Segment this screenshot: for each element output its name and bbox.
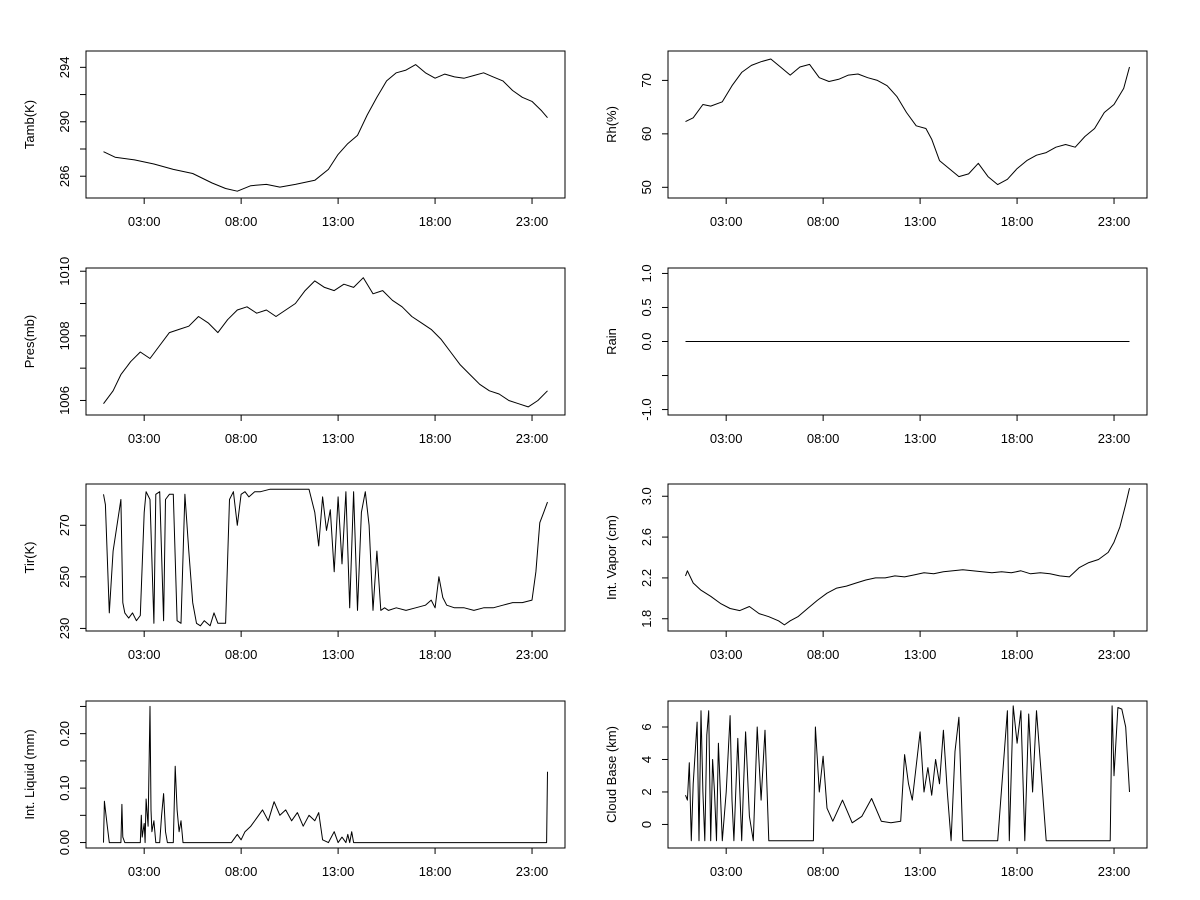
y-tick-label: 1.0 (639, 264, 654, 282)
y-tick-label: 0 (639, 821, 654, 828)
x-tick-label: 03:00 (128, 214, 161, 229)
y-tick-label: 1006 (57, 386, 72, 415)
chart-panel-4: 03:00 08:00 13:00 18:00 23:00 -1.0 0.0 0.5 1.0 Ra… (604, 264, 1148, 446)
y-axis-label: Rain (604, 328, 619, 355)
y-tick-label: 270 (57, 514, 72, 536)
x-tick-label: 18:00 (1001, 647, 1034, 662)
x-tick-label: 18:00 (419, 647, 452, 662)
x-tick-label: 03:00 (710, 647, 743, 662)
chart-panel-6: 03:00 08:00 13:00 18:00 23:00 1.8 2.2 2.6 3.0 Int… (604, 483, 1148, 662)
x-tick-label: 23:00 (516, 647, 549, 662)
y-axis-label: Int. Vapor (cm) (604, 515, 619, 600)
plot-frame (85, 267, 566, 416)
series-line-1 (103, 64, 548, 192)
x-tick-label: 23:00 (516, 431, 549, 446)
plot-frame (667, 483, 1148, 632)
x-tick-label: 13:00 (322, 431, 355, 446)
x-tick-label: 23:00 (516, 864, 549, 879)
y-tick-label: 6 (639, 723, 654, 730)
y-tick-label: 0.5 (639, 298, 654, 316)
x-tick-label: 08:00 (225, 431, 258, 446)
x-tick-label: 23:00 (1098, 647, 1131, 662)
chart-panel-2: 03:00 08:00 13:00 18:00 23:00 50 60 70 Rh(%) (604, 50, 1148, 229)
x-tick-label: 18:00 (1001, 431, 1034, 446)
x-tick-label: 08:00 (807, 431, 840, 446)
y-tick-label: 230 (57, 618, 72, 640)
x-tick-label: 13:00 (322, 647, 355, 662)
y-tick-label: 2 (639, 788, 654, 795)
x-tick-label: 13:00 (904, 864, 937, 879)
chart-panel-5: 03:00 08:00 13:00 18:00 23:00 230 250 270 Tir(K) (22, 483, 566, 662)
y-tick-label: 0.10 (57, 775, 72, 800)
plot-frame (85, 483, 566, 632)
x-tick-label: 03:00 (128, 864, 161, 879)
series-line-1 (685, 705, 1130, 842)
series-line-1 (685, 487, 1130, 626)
y-tick-label: 3.0 (639, 487, 654, 505)
y-tick-label: 294 (57, 56, 72, 78)
y-tick-label: 50 (639, 180, 654, 194)
x-tick-label: 18:00 (1001, 864, 1034, 879)
chart-panel-7: 03:00 08:00 13:00 18:00 23:00 0.00 0.10 0.20 Int… (22, 700, 566, 879)
x-tick-label: 13:00 (904, 431, 937, 446)
y-tick-label: -1.0 (639, 398, 654, 420)
plot-frame (667, 50, 1148, 199)
x-tick-label: 18:00 (1001, 214, 1034, 229)
x-tick-label: 08:00 (225, 647, 258, 662)
y-tick-label: 250 (57, 566, 72, 588)
y-tick-label: 290 (57, 111, 72, 133)
x-tick-label: 03:00 (710, 864, 743, 879)
chart-panel-1: 03:00 08:00 13:00 18:00 23:00 286 290 294 Tamb(K… (22, 50, 566, 229)
series-line-1 (103, 488, 548, 627)
y-tick-label: 4 (639, 756, 654, 763)
y-axis-label: Rh(%) (604, 106, 619, 143)
chart-panel-8: 03:00 08:00 13:00 18:00 23:00 0 2 4 6 Cloud Base … (604, 700, 1148, 879)
x-tick-label: 08:00 (807, 864, 840, 879)
y-axis-label: Pres(mb) (22, 315, 37, 368)
y-tick-label: 1.8 (639, 610, 654, 628)
y-tick-label: 286 (57, 165, 72, 187)
x-tick-label: 23:00 (1098, 864, 1131, 879)
x-tick-label: 08:00 (225, 214, 258, 229)
x-tick-label: 23:00 (1098, 214, 1131, 229)
x-tick-label: 13:00 (904, 214, 937, 229)
chart-panel-3: 03:00 08:00 13:00 18:00 23:00 1006 1008 1010 Pre… (22, 257, 566, 446)
plot-frame (85, 50, 566, 199)
y-tick-label: 0.0 (639, 332, 654, 350)
x-tick-label: 08:00 (225, 864, 258, 879)
x-tick-label: 18:00 (419, 431, 452, 446)
y-tick-label: 1010 (57, 257, 72, 286)
y-tick-label: 2.2 (639, 569, 654, 587)
x-tick-label: 23:00 (1098, 431, 1131, 446)
x-tick-label: 03:00 (710, 431, 743, 446)
x-tick-label: 13:00 (322, 214, 355, 229)
y-tick-label: 60 (639, 127, 654, 141)
series-line-1 (103, 277, 548, 408)
series-line-1 (103, 705, 548, 844)
x-tick-label: 18:00 (419, 214, 452, 229)
y-tick-label: 0.00 (57, 830, 72, 855)
y-tick-label: 70 (639, 73, 654, 87)
y-tick-label: 1008 (57, 321, 72, 350)
y-axis-label: Tamb(K) (22, 100, 37, 149)
x-tick-label: 13:00 (904, 647, 937, 662)
x-tick-label: 03:00 (128, 431, 161, 446)
y-axis-label: Cloud Base (km) (604, 726, 619, 823)
x-tick-label: 18:00 (419, 864, 452, 879)
x-tick-label: 08:00 (807, 647, 840, 662)
y-tick-label: 2.6 (639, 528, 654, 546)
x-tick-label: 08:00 (807, 214, 840, 229)
plot-frame (85, 700, 566, 849)
x-tick-label: 03:00 (710, 214, 743, 229)
y-axis-label: Int. Liquid (mm) (22, 729, 37, 819)
plot-frame (667, 700, 1148, 849)
x-tick-label: 13:00 (322, 864, 355, 879)
y-axis-label: Tir(K) (22, 541, 37, 573)
series-line-1 (685, 58, 1130, 186)
x-tick-label: 23:00 (516, 214, 549, 229)
x-tick-label: 03:00 (128, 647, 161, 662)
y-tick-label: 0.20 (57, 721, 72, 746)
